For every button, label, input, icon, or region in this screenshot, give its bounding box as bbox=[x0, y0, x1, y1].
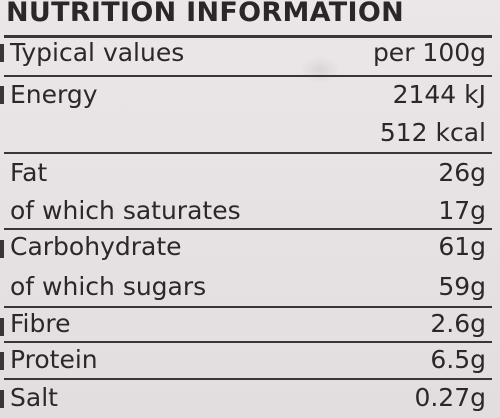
title-rule bbox=[4, 35, 492, 38]
row-tick bbox=[0, 318, 4, 336]
protein-value: 6.5g bbox=[430, 345, 486, 374]
salt-value: 0.27g bbox=[414, 383, 486, 412]
typical-values-label: Typical values bbox=[10, 38, 185, 67]
fat-rule bbox=[4, 228, 492, 230]
energy-label: Energy bbox=[10, 80, 98, 109]
carbohydrate-value: 61g bbox=[438, 232, 486, 261]
saturates-label: of which saturates bbox=[10, 196, 241, 225]
row-tick bbox=[0, 390, 4, 408]
carbohydrate-label: Carbohydrate bbox=[10, 232, 182, 261]
nutrition-title: NUTRITION INFORMATION bbox=[6, 0, 404, 28]
carbohydrate-rule bbox=[4, 306, 492, 308]
row-tick bbox=[0, 240, 4, 258]
fat-value: 26g bbox=[438, 158, 486, 187]
fibre-label: Fibre bbox=[10, 309, 71, 338]
saturates-value: 17g bbox=[438, 196, 486, 225]
salt-label: Salt bbox=[10, 383, 58, 412]
fibre-value: 2.6g bbox=[430, 309, 486, 338]
header-rule bbox=[4, 75, 492, 77]
sugars-label: of which sugars bbox=[10, 272, 207, 301]
protein-rule bbox=[4, 378, 492, 380]
energy-kj-value: 2144 kJ bbox=[392, 80, 486, 109]
row-tick bbox=[0, 44, 4, 62]
row-tick bbox=[0, 352, 4, 370]
fat-label: Fat bbox=[10, 158, 48, 187]
protein-label: Protein bbox=[10, 345, 98, 374]
sugars-value: 59g bbox=[438, 272, 486, 301]
fibre-rule bbox=[4, 341, 492, 343]
print-smudge bbox=[300, 56, 340, 84]
per-100g-label: per 100g bbox=[372, 38, 486, 67]
row-tick bbox=[0, 86, 4, 104]
energy-rule bbox=[4, 152, 492, 154]
energy-kcal-value: 512 kcal bbox=[379, 118, 486, 147]
